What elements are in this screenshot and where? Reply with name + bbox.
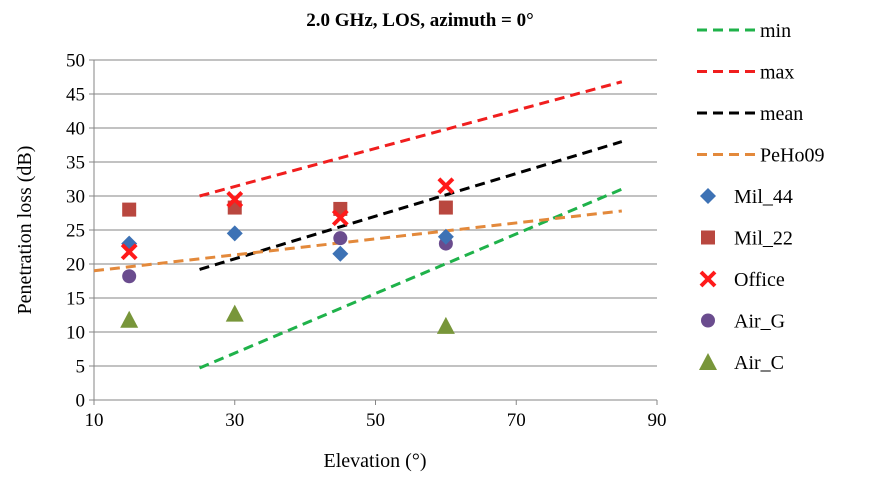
marker-stroke — [437, 177, 455, 195]
axes — [89, 59, 658, 405]
legend-swatch-marker — [701, 313, 715, 328]
legend-label: Mil_22 — [734, 228, 793, 250]
data-point-mil-22 — [438, 200, 453, 215]
marker-stroke — [331, 209, 349, 227]
series-line-max — [199, 80, 623, 198]
legend-item-mil-22: Mil_22 — [701, 228, 793, 250]
data-point-mil-44 — [437, 228, 454, 245]
series-line-min — [198, 187, 623, 370]
legend-label: Mil_44 — [734, 186, 793, 208]
legend: min max mean PeHo09 Mil_44 Mil_22 Office Air_G A… — [697, 20, 824, 374]
legend-label: Air_G — [734, 311, 785, 333]
y-tick-label: 5 — [76, 357, 86, 378]
y-tick-label: 45 — [66, 85, 85, 106]
marker-stroke — [699, 270, 717, 288]
legend-label: Air_C — [734, 352, 784, 374]
x-tick-label: 70 — [507, 410, 526, 431]
x-tick-label: 90 — [648, 410, 667, 431]
y-tick-label: 0 — [76, 391, 86, 412]
x-tick-label: 30 — [225, 410, 244, 431]
y-tick-label: 35 — [66, 153, 85, 174]
legend-label: PeHo09 — [760, 145, 824, 167]
data-point-office — [226, 190, 244, 208]
data-point-air-g — [122, 269, 137, 284]
series-line-peho09 — [93, 209, 622, 273]
y-tick-label: 30 — [66, 187, 85, 208]
legend-label: max — [760, 62, 794, 84]
legend-swatch-marker — [699, 270, 717, 288]
y-tick-label: 20 — [66, 255, 85, 276]
y-tick-label: 25 — [66, 221, 85, 242]
tick-labels: 0 5 10 15 20 25 30 35 40 45 50 10 30 50 70 90 — [66, 51, 667, 432]
y-tick-label: 10 — [66, 323, 85, 344]
legend-label: mean — [760, 103, 803, 125]
data-point-mil-22 — [122, 202, 137, 217]
data-point-mil-44 — [332, 245, 349, 262]
y-tick-label: 15 — [66, 289, 85, 310]
x-axis-label: Elevation (°) — [324, 450, 427, 472]
legend-item-air-g: Air_G — [701, 311, 785, 333]
legend-item-office: Office — [699, 269, 785, 291]
plot-area — [93, 80, 623, 370]
y-tick-label: 50 — [66, 51, 85, 72]
legend-item-mean: mean — [697, 103, 803, 125]
legend-item-air-c: Air_C — [699, 352, 784, 374]
legend-item-peho09: PeHo09 — [697, 145, 824, 167]
data-point-mil-44 — [226, 225, 243, 242]
x-tick-label: 50 — [366, 410, 385, 431]
marker-stroke — [226, 190, 244, 208]
legend-label: min — [760, 20, 791, 42]
legend-swatch-marker — [699, 353, 717, 370]
y-axis-label: Penetration loss (dB) — [14, 146, 36, 315]
series-line-mean — [199, 140, 623, 271]
x-tick-label: 10 — [85, 410, 104, 431]
legend-label: Office — [734, 269, 785, 291]
legend-item-max: max — [697, 62, 794, 84]
data-point-office — [120, 243, 138, 261]
legend-item-mil-44: Mil_44 — [700, 186, 793, 208]
data-point-air-c — [436, 316, 455, 334]
data-point-air-c — [225, 304, 244, 322]
gridlines — [94, 59, 657, 367]
data-point-office — [331, 209, 349, 227]
legend-swatch-marker — [700, 188, 716, 204]
y-tick-label: 40 — [66, 119, 85, 140]
legend-item-min: min — [697, 20, 791, 42]
data-point-air-c — [120, 310, 139, 328]
marker-stroke — [120, 243, 138, 261]
data-point-air-g — [333, 231, 348, 246]
data-point-office — [437, 177, 455, 195]
chart-title: 2.0 GHz, LOS, azimuth = 0° — [306, 10, 533, 31]
legend-swatch-marker — [701, 230, 715, 245]
